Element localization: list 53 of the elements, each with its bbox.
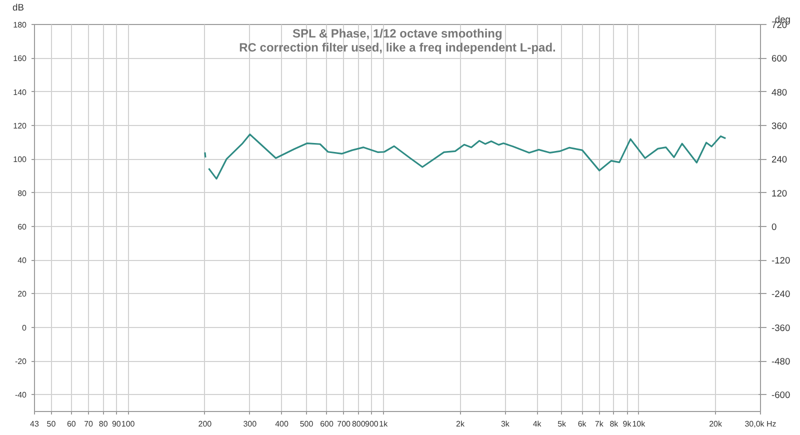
y2-tick-label: 240 <box>772 154 788 165</box>
x-tick-label: 90 <box>112 420 122 428</box>
y2-tick-label: -240 <box>772 289 790 300</box>
y-tick-label: -40 <box>14 390 28 400</box>
x-tick-label: 800 <box>352 420 366 428</box>
y-tick-label: 80 <box>18 188 28 198</box>
x-tick-label: 6k <box>578 420 588 428</box>
x-tick-label: 5k <box>558 420 568 428</box>
text: RC correction filter used, like a freq independent L-pad. <box>239 40 556 54</box>
y-tick-label: 20 <box>18 290 28 299</box>
y2-tick-label: -360 <box>772 322 790 333</box>
y2-tick-label: 480 <box>772 87 788 98</box>
x-tick-label: 500 <box>300 420 314 428</box>
x-tick-label: 9k <box>622 420 632 428</box>
y2-tick-label: -480 <box>772 356 790 367</box>
y-tick-label: 140 <box>13 88 28 97</box>
y2-tick-label: 360 <box>772 120 788 131</box>
y-tick-label: 40 <box>18 256 28 266</box>
x-tick-label: 43 <box>30 420 40 428</box>
x-tick-label: 60 <box>66 420 76 428</box>
x-tick-label: 100 <box>121 420 136 428</box>
x-tick-label: 2k <box>456 420 466 428</box>
x-tick-label: 4k <box>532 420 542 428</box>
x-tick-label: 700 <box>337 420 352 428</box>
x-tick-label: 80 <box>98 420 108 428</box>
y2-tick-label: -600 <box>772 390 790 400</box>
y-tick-label: 60 <box>18 222 28 232</box>
x-tick-label: 30,0k Hz <box>744 420 776 428</box>
y2-tick-label: 120 <box>772 188 788 198</box>
y-axis-title: dB <box>12 2 24 12</box>
x-tick-label: 70 <box>84 420 94 428</box>
x-tick-label: 300 <box>243 420 258 428</box>
y-tick-label: 180 <box>13 20 28 30</box>
y-tick-label: 160 <box>13 54 28 64</box>
x-tick-label: 10k <box>632 420 646 428</box>
x-tick-label: 600 <box>320 420 334 428</box>
x-tick-label: 200 <box>198 420 212 428</box>
y-tick-label: -20 <box>14 357 28 366</box>
x-tick-label: 1k <box>379 420 389 428</box>
chart-title: SPL & Phase, 1/12 octave smoothing <box>292 26 502 40</box>
y-tick-label: 0 <box>22 323 28 332</box>
y-tick-label: 100 <box>13 155 28 164</box>
x-tick-label: 7k <box>594 420 604 428</box>
x-tick-label: 20k <box>709 420 723 428</box>
y2-tick-label: -120 <box>772 256 790 266</box>
x-tick-label: 900 <box>365 420 379 428</box>
y2-tick-label: 600 <box>772 54 788 64</box>
x-tick-label: 50 <box>46 420 56 428</box>
y2-tick-label: 0 <box>772 222 777 232</box>
x-tick-label: 8k <box>610 420 620 428</box>
x-tick-label: 400 <box>275 420 290 428</box>
y-tick-label: 120 <box>13 121 28 130</box>
x-tick-label: 3k <box>500 420 510 428</box>
